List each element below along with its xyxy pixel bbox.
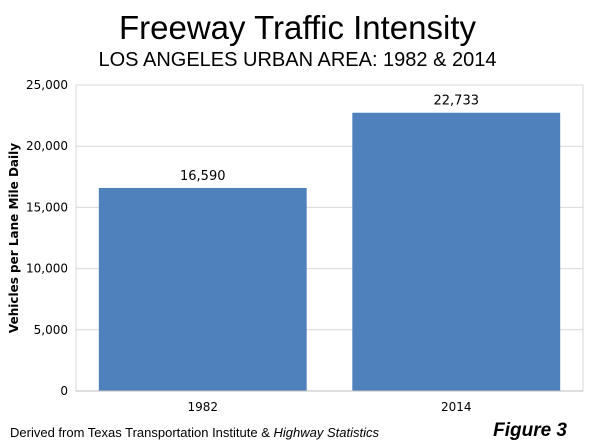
data-label: 16,590 xyxy=(180,169,226,184)
x-tick-label: 2014 xyxy=(441,400,472,414)
y-tick-label: 20,000 xyxy=(26,139,68,153)
figure-label: Figure 3 xyxy=(493,420,567,441)
y-tick-label: 5,000 xyxy=(34,323,68,337)
y-tick-label: 0 xyxy=(60,384,68,398)
source-prefix: Derived from Texas Transportation Instit… xyxy=(10,425,274,440)
y-tick-label: 25,000 xyxy=(26,78,68,92)
bar xyxy=(98,187,307,391)
data-label: 22,733 xyxy=(434,94,480,109)
y-tick-label: 10,000 xyxy=(26,262,68,276)
chart-subtitle: LOS ANGELES URBAN AREA: 1982 & 2014 xyxy=(98,49,497,71)
chart-title: Freeway Traffic Intensity xyxy=(118,9,477,46)
x-tick-label: 1982 xyxy=(187,400,218,414)
y-axis-title: Vehicles per Lane Mile Daily xyxy=(7,143,21,333)
source-note: Derived from Texas Transportation Instit… xyxy=(10,425,379,440)
y-tick-label: 15,000 xyxy=(26,200,68,214)
bar xyxy=(352,112,561,391)
source-italic: Highway Statistics xyxy=(273,425,379,440)
